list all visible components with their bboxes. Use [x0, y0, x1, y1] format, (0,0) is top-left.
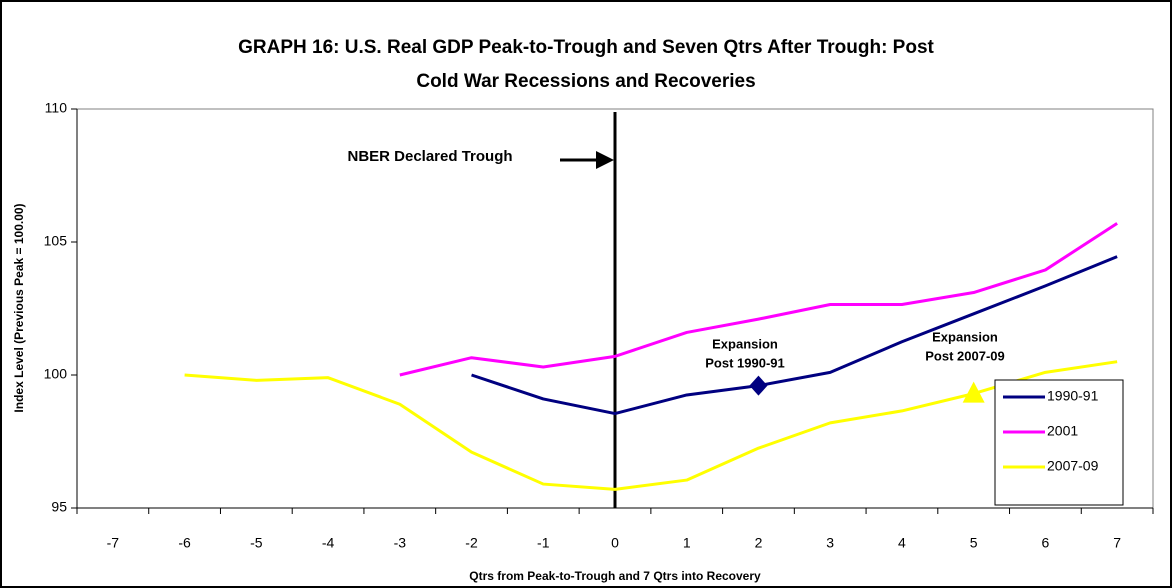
x-tick-label: 1	[683, 535, 691, 551]
x-axis-label: Qtrs from Peak-to-Trough and 7 Qtrs into…	[469, 569, 761, 583]
x-tick-label: -2	[465, 535, 478, 551]
x-tick-label: 6	[1042, 535, 1050, 551]
legend-label: 1990-91	[1047, 388, 1099, 404]
annotation: Post 1990-91	[705, 355, 785, 370]
legend-label: 2007-09	[1047, 458, 1099, 474]
x-tick-label: -3	[394, 535, 407, 551]
x-tick-label: 4	[898, 535, 906, 551]
x-tick-label: 0	[611, 535, 619, 551]
x-tick-label: -4	[322, 535, 335, 551]
x-tick-label: 5	[970, 535, 978, 551]
legend-box	[994, 379, 1124, 506]
y-tick-label: 110	[45, 100, 68, 116]
annotation: NBER Declared Trough	[347, 148, 512, 165]
x-tick-label: 3	[826, 535, 834, 551]
series-marker	[962, 381, 985, 403]
y-tick-label: 95	[51, 499, 67, 515]
series-line	[471, 255, 1118, 416]
chart-title: Cold War Recessions and Recoveries	[416, 71, 755, 92]
x-tick-label: -1	[537, 535, 550, 551]
x-tick-label: -7	[107, 535, 120, 551]
x-tick-label: 7	[1113, 535, 1121, 551]
x-tick-label: -5	[250, 535, 263, 551]
chart-title: GRAPH 16: U.S. Real GDP Peak-to-Trough a…	[238, 37, 934, 58]
y-tick-label: 105	[44, 233, 68, 249]
annotation: Post 2007-09	[925, 348, 1005, 363]
y-tick-label: 100	[44, 366, 68, 382]
annotation: Expansion	[712, 336, 778, 351]
x-tick-label: -6	[178, 535, 191, 551]
annotation-arrowhead	[596, 151, 614, 169]
series-line	[184, 360, 1118, 491]
series-line	[399, 222, 1118, 377]
y-axis-label: Index Level (Previous Peak = 100.00)	[12, 203, 26, 412]
annotation: Expansion	[932, 329, 998, 344]
series-marker	[749, 375, 768, 396]
x-tick-label: 2	[755, 535, 763, 551]
legend-label: 2001	[1047, 423, 1078, 439]
